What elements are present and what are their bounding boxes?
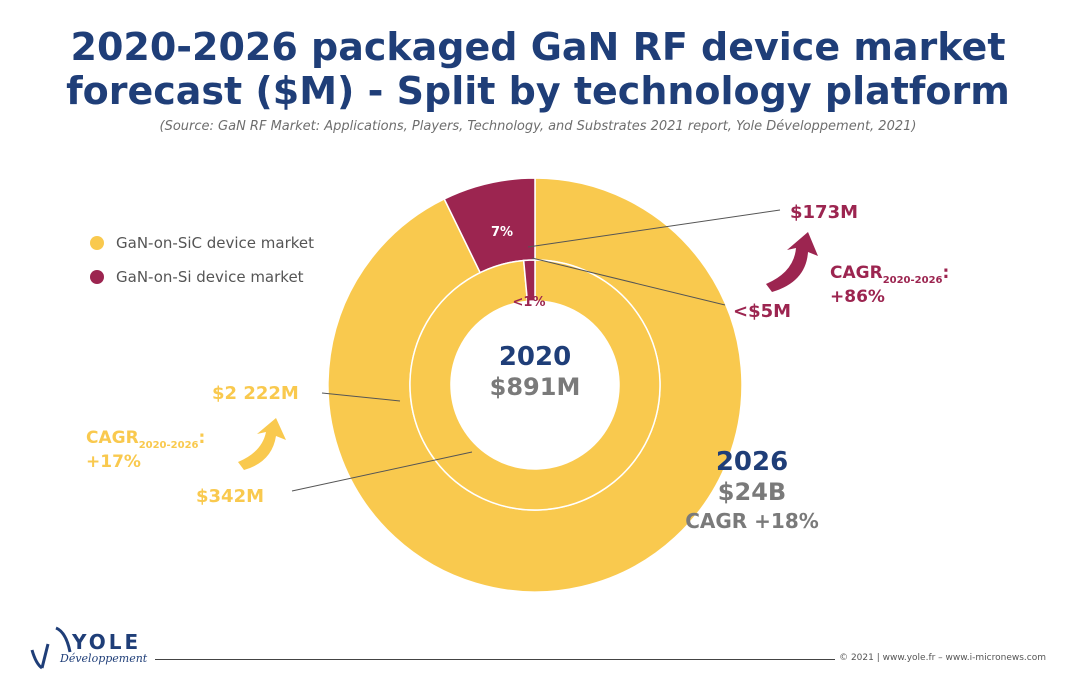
value-label-2020-si: <$5M <box>733 301 791 322</box>
chart-title-line-1: 2020-2026 packaged GaN RF device market <box>70 25 1006 69</box>
legend-item-si: GaN-on-Si device market <box>90 260 314 294</box>
footer-divider <box>155 659 835 660</box>
percent-label-2026-si: 7% <box>491 225 513 240</box>
chart-title-line-2: forecast ($M) - Split by technology plat… <box>66 69 1010 113</box>
logo-name: YOLE <box>72 630 142 654</box>
cagr-annotation-sic-value: +17% <box>86 452 141 472</box>
cagr-annotation-sic: CAGR2020-2026: <box>86 428 205 451</box>
value-label-2026-sic: $2 222M <box>212 383 299 404</box>
leader-line-2020-sic <box>291 451 473 492</box>
legend-label-sic: GaN-on-SiC device market <box>116 234 315 252</box>
source-note: (Source: GaN RF Market: Applications, Pl… <box>159 119 917 134</box>
donut-slice-2020-sic <box>409 259 661 511</box>
center-year-2020: 2020 <box>499 342 571 372</box>
year-label-2026: 2026 <box>716 447 788 477</box>
leader-line-2020-si <box>531 257 726 306</box>
legend-swatch-sic <box>90 236 104 250</box>
percent-label-2020-si: <1% <box>513 295 546 310</box>
leader-line-2026-si <box>527 209 781 248</box>
legend-label-si: GaN-on-Si device market <box>116 268 304 286</box>
donut-slice-2020-si <box>522 259 536 303</box>
logo-subtitle: Développement <box>60 652 148 665</box>
yole-logo-mark-icon <box>30 626 72 670</box>
legend-item-sic: GaN-on-SiC device market <box>90 226 314 260</box>
total-label-2026: $24B <box>718 478 786 506</box>
legend-swatch-si <box>90 270 104 284</box>
value-label-2026-si: $173M <box>790 202 858 223</box>
cagr-arrow-sic-icon <box>238 418 286 470</box>
leader-line-2026-sic <box>321 392 401 402</box>
cagr-annotation-si-value: +86% <box>830 287 885 307</box>
center-total-2020: $891M <box>490 373 581 401</box>
cagr-label-2026: CAGR +18% <box>685 509 819 533</box>
cagr-arrow-si-icon <box>766 232 818 292</box>
legend: GaN-on-SiC device market GaN-on-Si devic… <box>90 226 314 294</box>
cagr-annotation-si: CAGR2020-2026: <box>830 263 949 286</box>
value-label-2020-sic: $342M <box>196 486 264 507</box>
footer-copyright: © 2021 | www.yole.fr – www.i-micronews.c… <box>839 653 1046 663</box>
